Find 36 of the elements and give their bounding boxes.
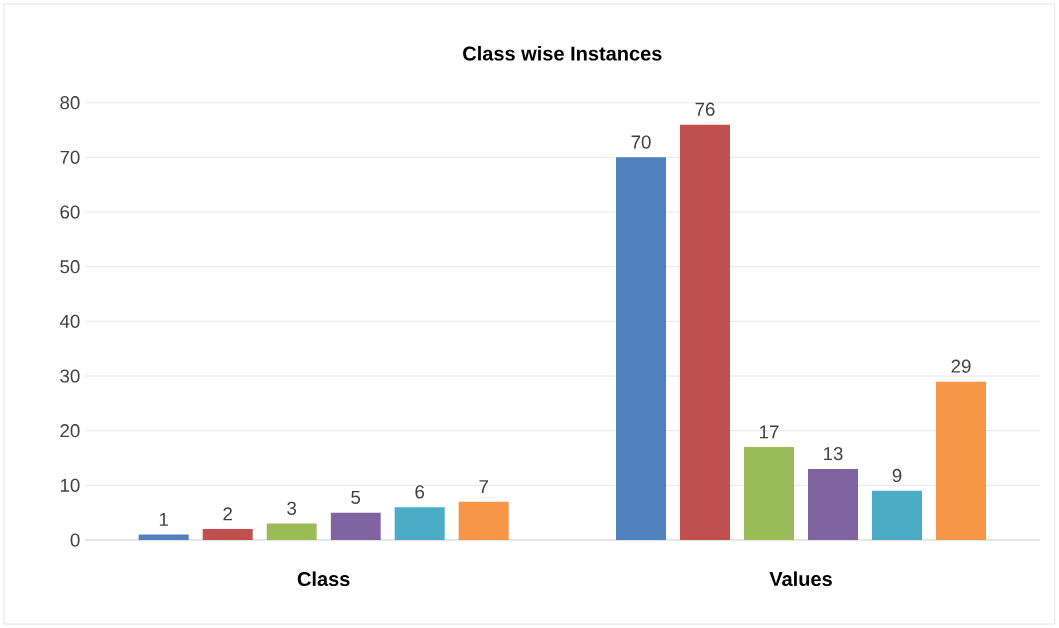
- y-tick-label: 10: [60, 478, 80, 492]
- y-tick-label: 80: [60, 96, 80, 110]
- bar: [872, 490, 923, 540]
- bar: [458, 501, 509, 540]
- bar: [680, 124, 731, 540]
- bar: [138, 534, 189, 540]
- chart-title: Class wise Instances: [463, 45, 662, 61]
- data-label: 17: [760, 425, 779, 439]
- data-label: 13: [824, 446, 843, 461]
- bar: [744, 447, 795, 540]
- y-tick-label: 20: [60, 424, 80, 438]
- y-tick-label: 60: [60, 205, 80, 219]
- y-tick-label: 50: [60, 260, 80, 274]
- bar: [616, 157, 667, 540]
- y-tick-label: 40: [59, 314, 80, 328]
- data-label: 29: [951, 359, 971, 373]
- data-label: 5: [351, 490, 361, 504]
- bar: [808, 468, 859, 540]
- y-tick-label: 0: [70, 533, 80, 547]
- data-label: 1: [159, 512, 168, 526]
- bar: [202, 529, 253, 540]
- data-label: 6: [415, 485, 425, 499]
- bar: [394, 507, 445, 540]
- data-label: 3: [287, 501, 297, 515]
- x-tick-label: Values: [769, 571, 832, 587]
- x-tick-label: Class: [297, 571, 350, 587]
- bar: [266, 523, 317, 540]
- y-tick-label: 70: [60, 150, 80, 164]
- data-label: 9: [892, 468, 902, 483]
- data-label: 70: [631, 135, 651, 149]
- data-label: 2: [223, 507, 232, 521]
- data-label: 7: [479, 480, 488, 494]
- y-tick-label: 30: [60, 369, 80, 383]
- bar: [330, 512, 381, 540]
- data-label: 76: [695, 102, 715, 116]
- bar: [936, 381, 987, 540]
